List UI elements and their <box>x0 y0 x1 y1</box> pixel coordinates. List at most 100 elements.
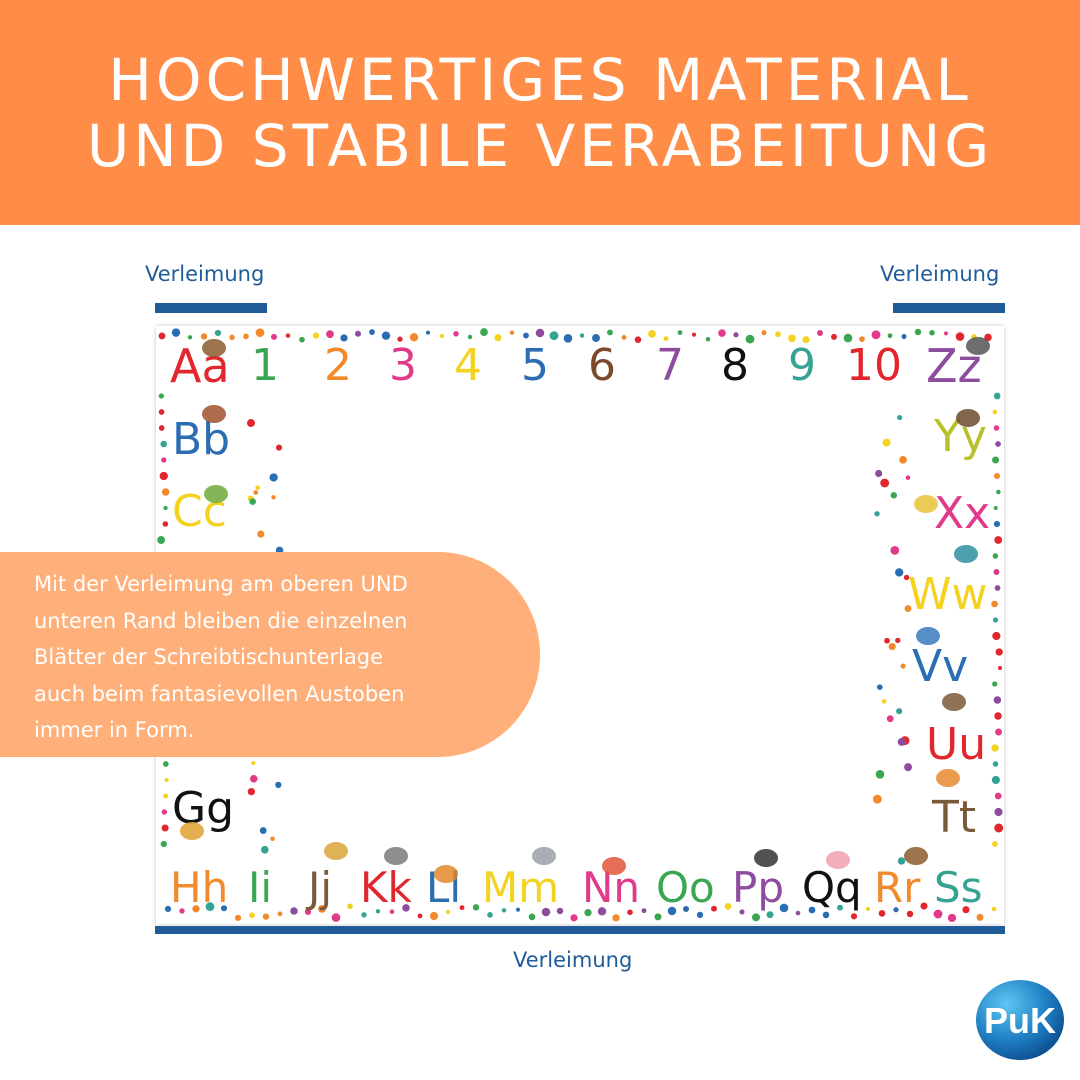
confetti-dot <box>257 530 265 538</box>
confetti-dot <box>214 329 222 337</box>
confetti-dot <box>312 332 320 339</box>
confetti-dot <box>831 333 837 340</box>
confetti-dot <box>249 498 256 505</box>
confetti-dot <box>255 328 265 337</box>
confetti-dot <box>994 807 1003 817</box>
confetti-dot <box>220 905 228 912</box>
confetti-dot <box>865 906 871 912</box>
confetti-dot <box>549 331 559 341</box>
confetti-dot <box>621 334 627 340</box>
confetti-dot <box>607 329 613 336</box>
animal-illustration-icon <box>826 851 850 869</box>
confetti-dot <box>994 536 1003 544</box>
confetti-dot <box>528 913 536 921</box>
confetti-dot <box>871 330 881 340</box>
confetti-dot <box>994 792 1002 800</box>
confetti-dot <box>947 913 957 923</box>
confetti-dot <box>158 393 164 399</box>
confetti-dot <box>802 336 810 344</box>
confetti-dot <box>164 905 172 913</box>
confetti-dot <box>318 904 326 913</box>
mat-number-8: 8 <box>721 340 749 391</box>
confetti-dot <box>779 903 789 913</box>
confetti-dot <box>158 425 165 431</box>
confetti-dot <box>159 471 168 481</box>
confetti-dot <box>895 637 901 644</box>
confetti-dot <box>887 333 893 339</box>
confetti-dot <box>397 336 403 342</box>
confetti-dot <box>850 913 858 920</box>
confetti-dot <box>875 770 885 779</box>
confetti-dot <box>439 333 445 339</box>
confetti-dot <box>955 332 965 341</box>
animal-illustration-icon <box>434 865 458 883</box>
confetti-dot <box>584 909 592 917</box>
confetti-dot <box>795 910 801 916</box>
confetti-dot <box>340 334 348 342</box>
mat-letter-Uu: Uu <box>926 719 986 770</box>
confetti-dot <box>161 488 170 496</box>
confetti-dot <box>733 332 739 338</box>
headline-line-1: HOCHWERTIGES MATERIAL <box>108 45 972 114</box>
confetti-dot <box>253 490 259 495</box>
confetti-dot <box>249 775 258 783</box>
confetti-dot <box>920 902 928 910</box>
confetti-dot <box>766 911 774 919</box>
confetti-dot <box>995 441 1001 447</box>
confetti-dot <box>994 585 1001 591</box>
confetti-dot <box>995 648 1003 656</box>
confetti-dot <box>984 333 992 342</box>
confetti-dot <box>262 913 270 920</box>
confetti-dot <box>991 456 1000 464</box>
confetti-dot <box>200 333 208 340</box>
confetti-dot <box>164 777 169 783</box>
confetti-dot <box>192 905 200 913</box>
confetti-dot <box>247 787 256 796</box>
confetti-dot <box>874 511 880 517</box>
confetti-dot <box>381 331 391 340</box>
confetti-dot <box>859 336 865 342</box>
confetti-dot <box>161 824 169 832</box>
confetti-dot <box>991 906 997 912</box>
confetti-dot <box>355 330 361 337</box>
confetti-dot <box>991 841 998 847</box>
confetti-dot <box>304 908 312 916</box>
callout-line-3: Blätter der Schreibtischunterlage <box>34 645 384 669</box>
glue-bar-top-left <box>155 303 267 313</box>
confetti-dot <box>991 775 1000 785</box>
confetti-dot <box>993 696 1002 704</box>
animal-illustration-icon <box>532 847 556 865</box>
confetti-dot <box>162 521 169 527</box>
confetti-dot <box>472 904 480 911</box>
animal-illustration-icon <box>954 545 978 563</box>
confetti-dot <box>453 331 459 337</box>
confetti-dot <box>509 330 515 335</box>
animal-illustration-icon <box>942 693 966 711</box>
confetti-dot <box>893 907 899 913</box>
callout-line-4: auch beim fantasievollen Austoben <box>34 681 405 706</box>
mat-number-4: 4 <box>454 340 482 391</box>
mat-letter-Gg: Gg <box>172 783 234 834</box>
callout-line-2: unteren Rand bleiben die einzelnen <box>34 608 408 633</box>
confetti-dot <box>711 905 717 912</box>
confetti-dot <box>187 335 193 340</box>
confetti-dot <box>993 520 1001 528</box>
confetti-dot <box>880 478 890 488</box>
confetti-dot <box>843 333 853 343</box>
animal-illustration-icon <box>904 847 928 865</box>
confetti-dot <box>375 909 381 914</box>
mat-letter-Ww: Ww <box>908 569 988 620</box>
mat-letter-Ii: Ii <box>248 863 272 912</box>
mat-letter-Rr: Rr <box>874 863 921 912</box>
confetti-dot <box>157 536 166 544</box>
confetti-dot <box>409 333 419 342</box>
glue-bar-top-right <box>893 303 1005 313</box>
confetti-dot <box>739 909 745 915</box>
confetti-dot <box>992 617 999 623</box>
confetti-dot <box>890 545 900 555</box>
confetti-dot <box>494 334 502 342</box>
confetti-dot <box>347 903 353 910</box>
confetti-dot <box>243 333 249 340</box>
confetti-dot <box>275 781 282 789</box>
confetti-dot <box>788 334 796 343</box>
